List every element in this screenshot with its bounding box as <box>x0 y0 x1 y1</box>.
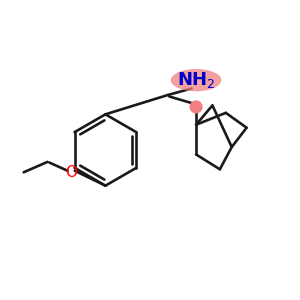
Circle shape <box>190 100 202 113</box>
Ellipse shape <box>171 69 221 91</box>
Text: NH$_2$: NH$_2$ <box>177 70 215 90</box>
Text: O: O <box>65 165 77 180</box>
